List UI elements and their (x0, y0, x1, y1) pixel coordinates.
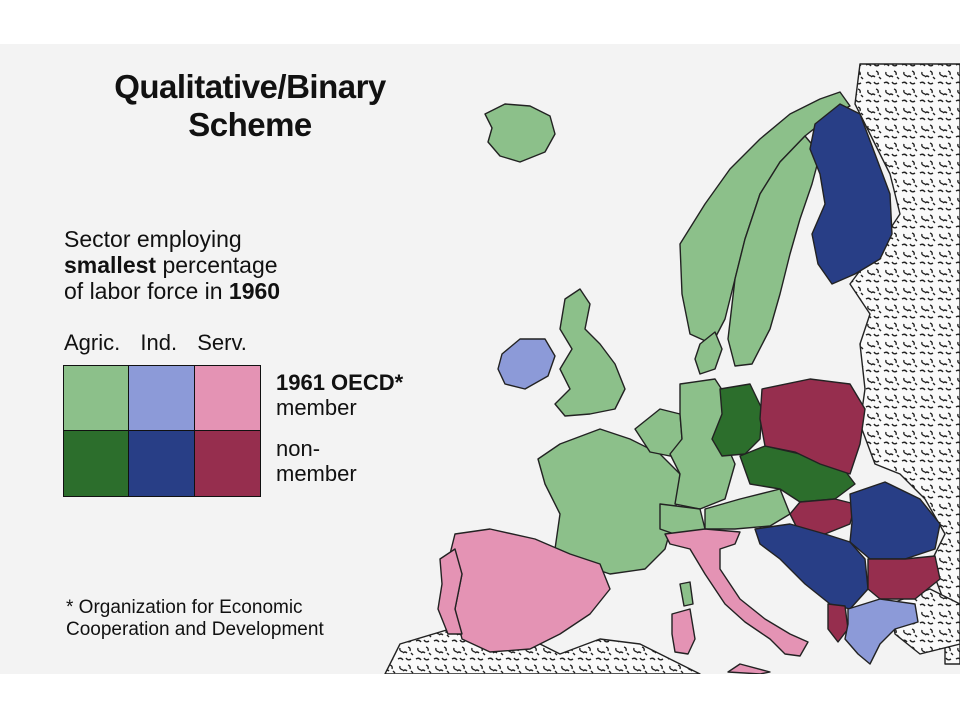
country-yugoslavia (754, 523, 869, 610)
country-france (537, 428, 681, 575)
description-line-3: of labor force in 1960 (64, 278, 280, 304)
country-bulgaria (867, 555, 941, 600)
description-line-1: Sector employing (64, 226, 242, 252)
legend-row-member-label: 1961 OECD* member (276, 370, 403, 420)
slide: Qualitative/Binary Scheme Sector employi… (0, 44, 960, 674)
legend-col-serv: Serv. (197, 330, 247, 355)
description-bold-year: 1960 (228, 278, 281, 304)
legend-col-ind: Ind. (140, 330, 178, 355)
swatch-nonmember-ind (129, 431, 195, 496)
description-line-2-rest: percentage (156, 252, 278, 278)
footnote: * Organization for Economic Cooperation … (66, 597, 324, 641)
country-corsica (679, 581, 694, 607)
swatch-member-ind (129, 366, 195, 431)
country-greece (844, 598, 919, 665)
title-line-2: Scheme (188, 106, 312, 143)
country-uk (554, 288, 626, 417)
footnote-line-1: * Organization for Economic (66, 597, 303, 618)
country-iceland (484, 103, 556, 163)
country-sicily (727, 663, 771, 674)
swatch-member-serv (194, 366, 260, 431)
country-sweden (727, 135, 821, 367)
swatch-nonmember-serv (194, 431, 260, 496)
legend-col-agric: Agric. (64, 330, 121, 355)
legend-oecd-label: 1961 OECD* (276, 370, 404, 395)
country-romania (849, 481, 941, 560)
description-bold-smallest: smallest (64, 252, 157, 278)
country-portugal (437, 548, 463, 635)
legend-nonmember-label: member (276, 461, 357, 486)
legend-member-label: member (276, 395, 357, 420)
europe-map (384, 63, 960, 674)
country-albania (827, 603, 849, 643)
title: Qualitative/Binary Scheme (70, 68, 430, 144)
country-finland (809, 103, 893, 285)
description-line-3-pre: of labor force in (64, 278, 229, 304)
description-line-2: smallest percentage (64, 252, 280, 278)
country-sardinia (671, 608, 696, 655)
legend-row-nonmember-label: non- member (276, 436, 357, 486)
country-poland (759, 378, 866, 475)
legend-color-grid (63, 365, 261, 497)
legend-column-headers: Agric. Ind. Serv. (64, 330, 261, 356)
legend-non-label: non- (276, 436, 321, 461)
swatch-member-agric (64, 366, 130, 431)
country-italy (664, 528, 809, 657)
country-denmark (694, 331, 723, 375)
title-line-1: Qualitative/Binary (114, 68, 386, 105)
swatch-nonmember-agric (64, 431, 130, 496)
footnote-line-2: Cooperation and Development (66, 619, 324, 640)
legend-description: Sector employing smallest percentage of … (64, 226, 280, 304)
country-ireland (497, 338, 556, 390)
